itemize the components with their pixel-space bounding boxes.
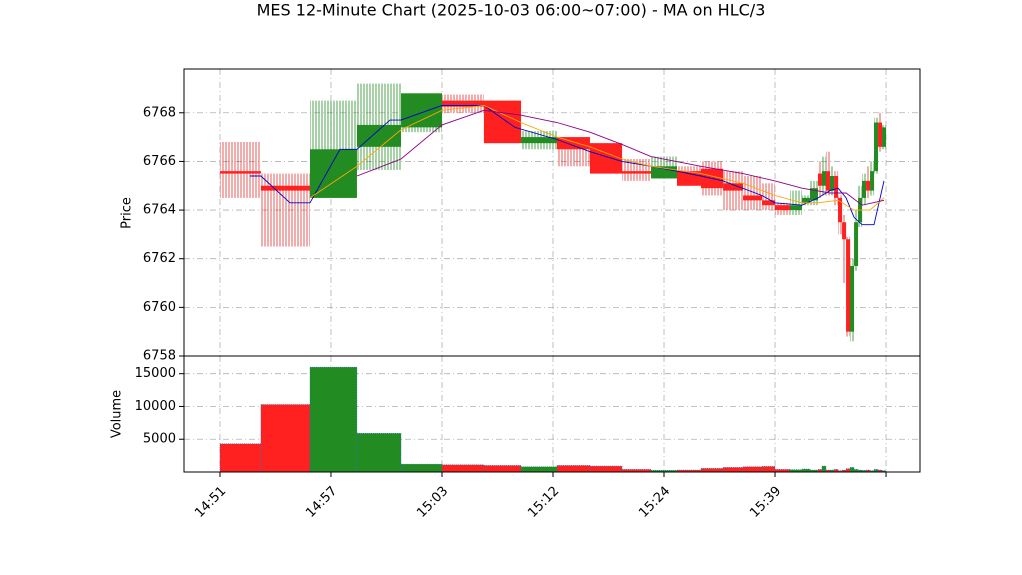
candle-body: [556, 137, 590, 150]
x-tick-label: 15:39: [747, 484, 784, 521]
candle-body: [846, 239, 851, 332]
candle-body: [356, 124, 402, 147]
moving-average-line: [309, 105, 885, 211]
x-tick-label: 15:03: [414, 484, 451, 521]
candle-body: [521, 137, 557, 144]
candle-body: [878, 122, 883, 147]
candle-body: [838, 197, 843, 223]
candle-wick: [842, 214, 847, 284]
candle-body: [866, 180, 871, 191]
candle-body: [743, 195, 763, 201]
volume-bar: [881, 470, 887, 473]
candle-body: [483, 100, 522, 144]
volume-bar: [761, 466, 776, 473]
candle-body: [775, 205, 791, 211]
volume-bar: [849, 467, 855, 473]
candle-body: [834, 176, 839, 198]
x-tick-label: 14:57: [303, 484, 340, 521]
volume-bar: [556, 465, 591, 473]
candle-body: [790, 205, 802, 211]
plot-area: 14:51 14:57 15:03 15:12 15:24 15:39 6758 6760 67…: [135, 69, 920, 521]
y-tick-label: 10000: [135, 399, 176, 414]
volume-bar: [742, 466, 763, 473]
volume-bar: [219, 443, 262, 473]
volume-bar: [700, 468, 724, 473]
volume-bar: [821, 465, 827, 473]
candle-wick: [219, 141, 261, 198]
y-tick-label: 15000: [135, 366, 176, 381]
candle-body: [874, 122, 879, 172]
chart-title: MES 12-Minute Chart (2025-10-03 06:00~07…: [257, 1, 766, 20]
volume-bar: [400, 463, 443, 473]
candle-wick: [790, 190, 802, 215]
candle-body: [862, 180, 867, 198]
x-tick-label: 15:12: [525, 484, 562, 521]
candle-wick: [260, 173, 310, 247]
volume-bar: [441, 464, 485, 473]
candle-body: [723, 183, 744, 191]
candle-body: [882, 127, 887, 147]
y-tick-label: 6762: [143, 251, 176, 266]
volume-frame: [183, 355, 921, 473]
y-axis-label: Price: [120, 197, 135, 229]
candle-body: [309, 149, 357, 198]
y-axis-label: Volume: [110, 390, 125, 438]
candle-body: [854, 222, 859, 267]
y-tick-label: 6768: [143, 105, 176, 120]
volume-bar: [483, 465, 522, 473]
candle-body: [260, 185, 310, 191]
x-tick-label: 14:51: [192, 484, 229, 521]
candle-body: [762, 200, 776, 206]
y-tick-label: 6764: [143, 203, 176, 218]
volume-bar: [356, 433, 402, 473]
moving-average-line: [249, 105, 885, 226]
volume-bar: [722, 467, 744, 473]
candle-body: [801, 197, 810, 203]
candle-body: [441, 100, 484, 107]
y-tick-label: 6766: [143, 154, 176, 169]
moving-average-line: [356, 109, 885, 206]
candle-body: [870, 171, 875, 191]
candle-body: [589, 143, 623, 174]
candle-body: [401, 93, 442, 128]
candle-body: [829, 176, 835, 191]
candle-wick: [743, 176, 763, 211]
volume-bar: [809, 469, 819, 473]
volume-bar: [520, 466, 558, 473]
candle-body: [809, 188, 818, 201]
candle-body: [850, 266, 855, 332]
y-tick-label: 5000: [143, 432, 176, 447]
volume-bar: [309, 366, 358, 473]
volume-bar: [260, 404, 311, 473]
x-tick-label: 15:24: [636, 484, 673, 521]
candle-body: [622, 171, 652, 174]
volume-bar: [589, 465, 623, 473]
candle-body: [821, 171, 826, 186]
y-tick-label: 6758: [143, 349, 176, 364]
candle-body: [219, 171, 261, 174]
volume-bar: [845, 468, 851, 473]
candle-body: [817, 173, 822, 186]
candle-body: [825, 171, 830, 191]
y-tick-label: 6760: [143, 300, 176, 315]
candle-body: [842, 222, 847, 240]
